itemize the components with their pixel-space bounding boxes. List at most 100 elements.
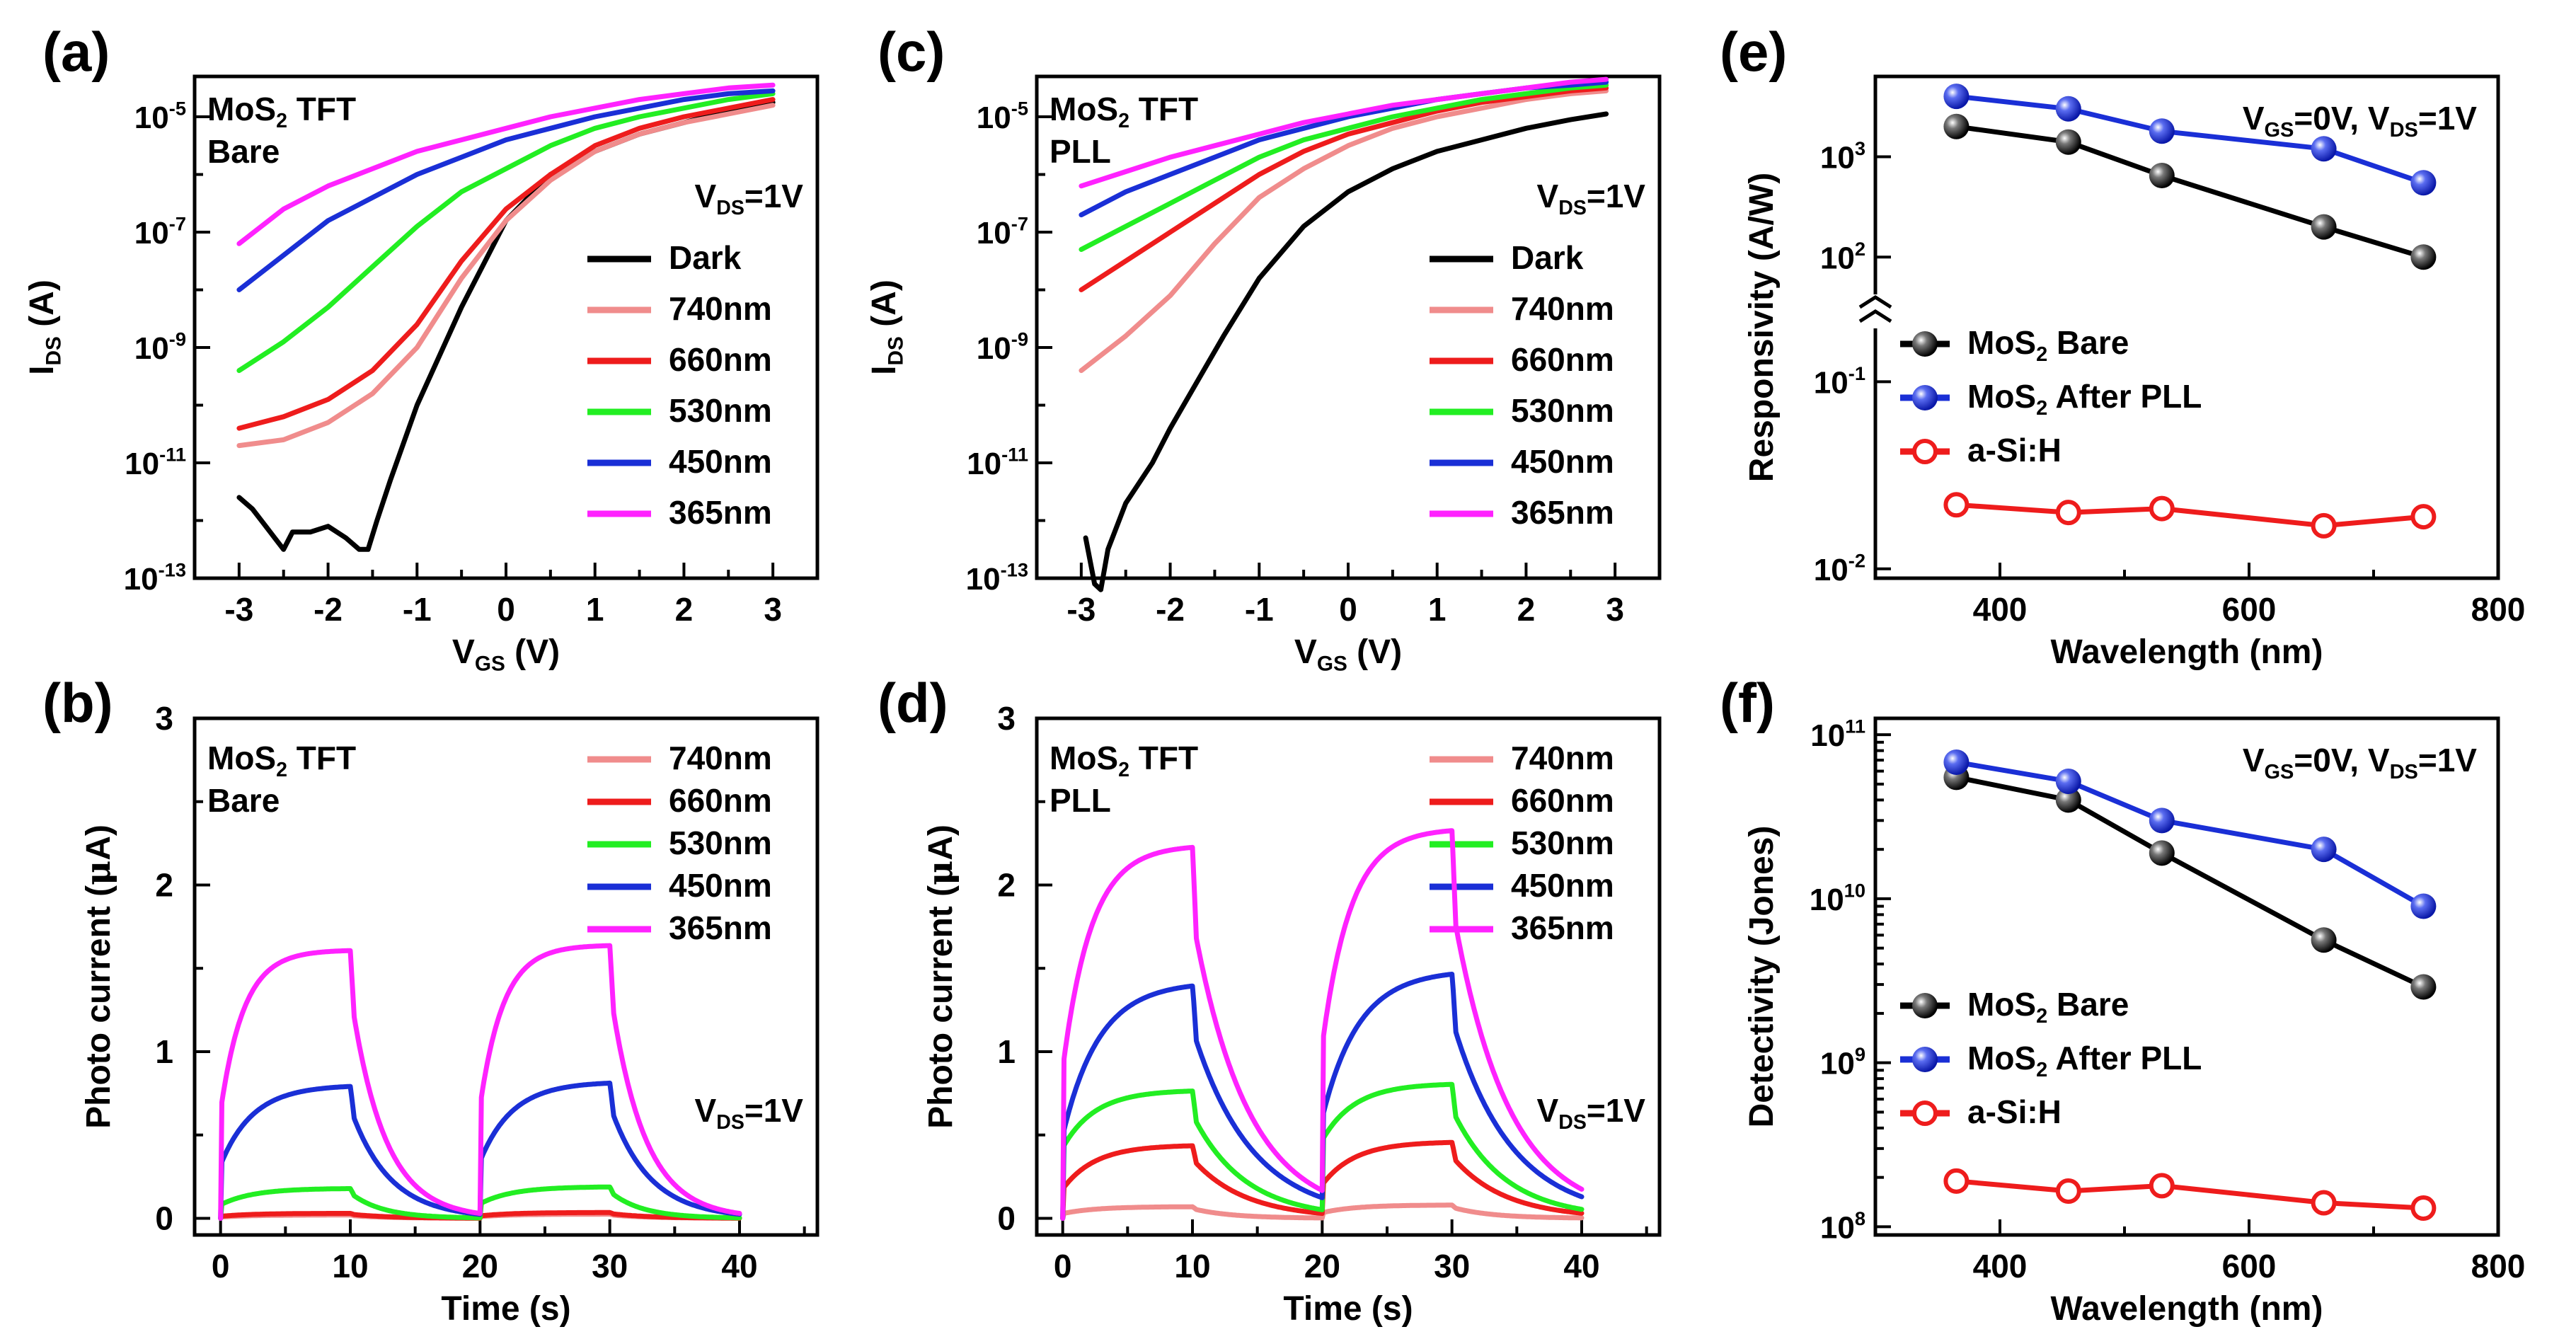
legend-label-main: a-Si:H bbox=[1967, 432, 2062, 469]
panel-title-main: MoS bbox=[1050, 91, 1118, 127]
y-axis-label-mu: μ bbox=[921, 861, 960, 885]
y-tick-label-base: 10 bbox=[134, 100, 169, 135]
data-point bbox=[2311, 512, 2337, 539]
x-tick-label: 800 bbox=[2471, 591, 2526, 628]
legend-label: MoS2 After PLL bbox=[1967, 378, 2202, 420]
y-axis-label-main: Photo current ( bbox=[80, 885, 117, 1129]
x-tick-label: 0 bbox=[497, 591, 515, 628]
legend-label-rest: After PLL bbox=[2047, 378, 2202, 415]
data-point bbox=[2055, 787, 2081, 813]
legend-label-sub: 2 bbox=[2036, 397, 2047, 420]
x-axis-label: Wavelength (nm) bbox=[2051, 633, 2323, 671]
y-tick-label-base: 10 bbox=[125, 447, 159, 481]
data-point bbox=[1943, 492, 1970, 518]
x-tick-label: 1 bbox=[1428, 591, 1447, 628]
panel-title-sub: 2 bbox=[1118, 110, 1129, 132]
condition-label-main: V bbox=[695, 1092, 717, 1129]
data-point bbox=[2055, 1178, 2081, 1205]
x-tick-label: 400 bbox=[1973, 1248, 2028, 1285]
legend-label: Dark bbox=[669, 239, 742, 276]
y-tick-label: 0 bbox=[997, 1200, 1016, 1236]
x-tick-label: 30 bbox=[592, 1248, 628, 1285]
y-tick-label: 10-13 bbox=[966, 559, 1028, 597]
y-tick-label: 3 bbox=[155, 700, 173, 737]
data-point bbox=[2149, 162, 2175, 188]
panel-title-sub: 2 bbox=[276, 759, 287, 781]
legend-label: 450nm bbox=[1511, 867, 1614, 904]
data-point bbox=[2055, 96, 2081, 122]
y-axis-label: IDS (A) bbox=[866, 280, 908, 375]
condition-a-rest: =0V, V bbox=[2294, 742, 2389, 778]
series-line-530nm bbox=[1060, 1081, 1585, 1221]
y-tick-label-exp: -7 bbox=[169, 213, 186, 235]
series-line-a-Si:H bbox=[1953, 1178, 2426, 1211]
panel-label-b: (b) bbox=[42, 672, 113, 734]
x-tick-label: -2 bbox=[1156, 591, 1185, 628]
y-tick-label: 109 bbox=[1820, 1043, 1865, 1081]
legend-label: a-Si:H bbox=[1967, 1093, 2062, 1130]
y-tick-label: 10-2 bbox=[1814, 549, 1865, 587]
series-line-530nm bbox=[236, 91, 776, 374]
legend-label: 530nm bbox=[669, 392, 772, 429]
condition-label-sub: DS bbox=[1558, 197, 1587, 219]
y-tick-label-base: 10 bbox=[1814, 365, 1848, 400]
y-tick-label-base: 10 bbox=[977, 100, 1011, 135]
panel-label-a: (a) bbox=[42, 21, 110, 83]
legend-label-sub: 2 bbox=[2036, 343, 2047, 366]
panel-title-rest: TFT bbox=[287, 740, 356, 776]
legend-label: a-Si:H bbox=[1967, 432, 2062, 469]
legend-marker bbox=[1912, 1047, 1938, 1072]
data-point bbox=[2149, 1173, 2175, 1199]
y-tick-label-exp: -11 bbox=[1001, 444, 1028, 466]
legend-label: Dark bbox=[1511, 239, 1584, 276]
panel-title: MoS2 TFT bbox=[1050, 91, 1198, 132]
x-tick-label: 40 bbox=[1563, 1248, 1599, 1285]
series-line-365nm bbox=[218, 943, 742, 1221]
series-line-660nm bbox=[1060, 1139, 1585, 1221]
panel-title-main: MoS bbox=[207, 740, 276, 776]
data-point bbox=[2149, 495, 2175, 522]
data-point bbox=[2311, 837, 2337, 863]
legend-label-main: MoS bbox=[1967, 378, 2036, 415]
data-point bbox=[1943, 749, 1970, 775]
legend-label: 530nm bbox=[1511, 392, 1614, 429]
legend-label-rest: Bare bbox=[2047, 986, 2129, 1023]
y-tick-label-exp: 3 bbox=[1855, 137, 1865, 159]
series-line-740nm bbox=[1060, 1202, 1585, 1221]
x-axis-label: Wavelength (nm) bbox=[2051, 1290, 2323, 1328]
condition-label-rest: =1V bbox=[1587, 1092, 1645, 1129]
x-axis-label-main: V bbox=[452, 633, 475, 671]
y-tick-label-base: 10 bbox=[1820, 1210, 1855, 1245]
axis-break-icon bbox=[1858, 295, 1892, 323]
legend-label: 660nm bbox=[669, 341, 772, 378]
y-tick-label-exp: -9 bbox=[169, 328, 186, 350]
condition-label: VDS=1V bbox=[695, 1092, 804, 1134]
y-tick-label-base: 10 bbox=[1820, 241, 1855, 275]
x-tick-label: 10 bbox=[1174, 1248, 1210, 1285]
condition-label-sub: DS bbox=[716, 1111, 744, 1134]
x-tick-label: 400 bbox=[1973, 591, 2028, 628]
panel-title-sub: 2 bbox=[276, 110, 287, 132]
data-point bbox=[2410, 504, 2437, 530]
legend-label-main: a-Si:H bbox=[1967, 1093, 2062, 1130]
x-tick-label: -2 bbox=[314, 591, 343, 628]
y-tick-label-exp: 11 bbox=[1845, 716, 1865, 737]
data-point bbox=[2311, 927, 2337, 953]
panel-title: MoS2 TFT bbox=[1050, 740, 1198, 781]
data-point bbox=[1943, 84, 1970, 110]
x-axis-label: VGS (V) bbox=[1294, 633, 1402, 676]
data-point bbox=[2311, 1190, 2337, 1216]
legend-label: 450nm bbox=[1511, 443, 1614, 480]
y-tick-label-exp: 10 bbox=[1844, 879, 1865, 901]
y-tick-label-base: 10 bbox=[967, 447, 1001, 481]
panel-title-sub: 2 bbox=[1118, 759, 1129, 781]
x-tick-label: 800 bbox=[2471, 1248, 2526, 1285]
condition-a: V bbox=[2243, 742, 2265, 778]
data-point bbox=[2410, 244, 2437, 270]
legend-label: 365nm bbox=[669, 909, 772, 946]
legend-marker bbox=[1912, 331, 1938, 357]
y-tick-label-base: 10 bbox=[134, 331, 169, 366]
legend-label: 660nm bbox=[1511, 782, 1614, 819]
series-line-660nm bbox=[1079, 85, 1609, 292]
